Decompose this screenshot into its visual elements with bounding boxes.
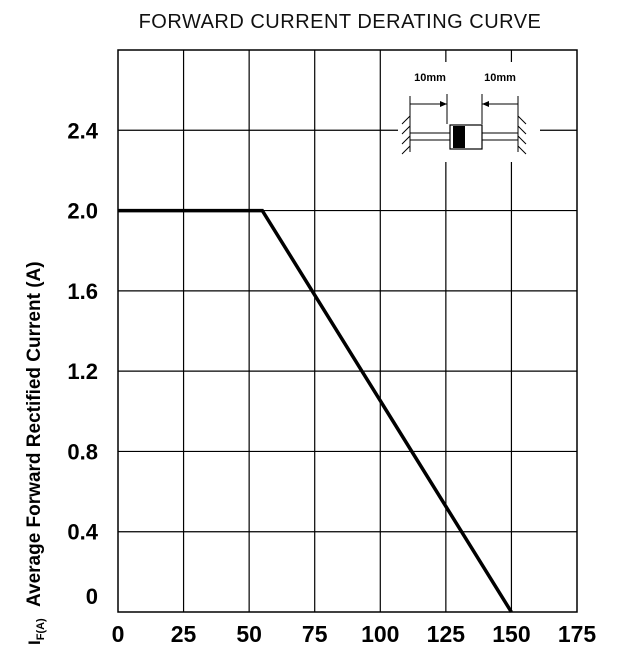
x-tick-label-3: 75 <box>302 621 328 647</box>
series-line <box>118 208 513 613</box>
inset-dim-label-left: 10mm <box>414 72 446 84</box>
x-tick-label-1: 25 <box>171 621 197 647</box>
inset-heatsink-right <box>517 114 527 155</box>
y-tick-labels: 0 0.4 0.8 1.2 1.6 2.0 2.4 <box>67 118 98 609</box>
inset-dim-label-right: 10mm <box>484 72 516 84</box>
y-axis-symbol-letter: I <box>25 640 44 645</box>
x-tick-label-4: 100 <box>361 621 399 647</box>
inset-diode-band <box>453 126 465 148</box>
y-tick-label-1: 0.4 <box>67 520 98 545</box>
y-tick-label-5: 2.0 <box>67 199 98 224</box>
inset-heatsink-left <box>401 114 411 155</box>
x-tick-label-6: 150 <box>492 621 530 647</box>
plot-frame <box>117 49 578 613</box>
x-tick-label-0: 0 <box>112 621 125 647</box>
x-tick-label-7: 175 <box>558 621 597 647</box>
x-tick-labels: 0 25 50 75 100 125 150 175 <box>112 621 597 647</box>
y-tick-label-0: 0 <box>86 584 98 609</box>
inset-arrow-right <box>482 101 489 107</box>
lead-length-inset: 10mm 10mm <box>398 62 540 162</box>
inset-arrow-left <box>440 101 447 107</box>
y-tick-label-3: 1.2 <box>67 359 98 384</box>
x-tick-label-2: 50 <box>236 621 262 647</box>
y-tick-label-4: 1.6 <box>67 279 98 304</box>
chart-title: FORWARD CURRENT DERATING CURVE <box>139 11 542 33</box>
y-tick-label-6: 2.4 <box>67 118 98 143</box>
y-tick-label-2: 0.8 <box>67 439 98 464</box>
y-axis-label-group: IF(A) Average Forward Rectified Current … <box>24 261 47 645</box>
y-axis-label: Average Forward Rectified Current (A) <box>24 261 45 607</box>
x-tick-label-5: 125 <box>427 621 466 647</box>
y-axis-symbol: IF(A) <box>25 618 47 645</box>
y-axis-symbol-subscript: F(A) <box>35 618 47 640</box>
